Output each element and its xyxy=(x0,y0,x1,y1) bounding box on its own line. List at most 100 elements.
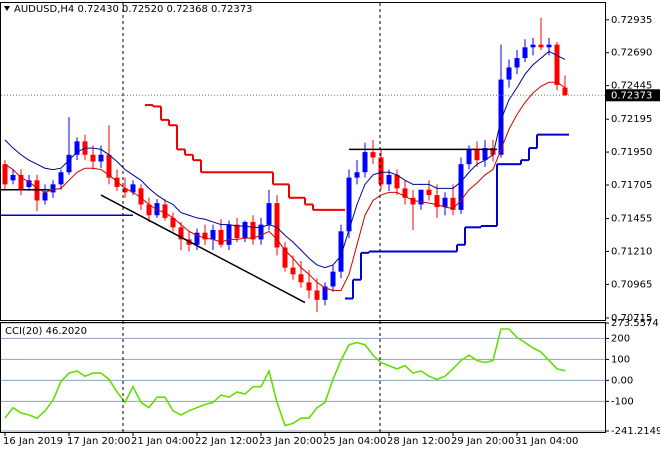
candle-body xyxy=(458,164,464,210)
candle-body xyxy=(18,174,24,190)
candle-body xyxy=(322,286,328,300)
candle-body xyxy=(234,224,240,239)
y-tick-label: 273.5574 xyxy=(611,318,659,329)
cci-panel-frame xyxy=(0,322,606,433)
candle-body xyxy=(426,189,432,196)
y-tick-label: -241.2149 xyxy=(611,426,660,437)
candle-body xyxy=(434,195,440,208)
candle-body xyxy=(202,232,208,240)
candle-body xyxy=(98,154,104,162)
candle-body xyxy=(218,230,224,245)
candle-body xyxy=(394,174,400,189)
price-tag-label: 0.72373 xyxy=(611,90,652,101)
candle-body xyxy=(474,149,480,161)
y-tick-label: 200 xyxy=(611,333,630,344)
x-tick-label: 17 Jan 20:00 xyxy=(67,436,130,447)
chart-title: AUDUSD,H4 0.72430 0.72520 0.72368 0.7237… xyxy=(14,4,252,15)
candle-body xyxy=(538,44,544,48)
candle-body xyxy=(194,232,200,245)
candle-body xyxy=(386,174,392,185)
candle-body xyxy=(266,203,272,225)
x-tick-label: 21 Jan 04:00 xyxy=(131,436,194,447)
candle-body xyxy=(242,221,248,239)
candle-body xyxy=(362,152,368,173)
candle-body xyxy=(514,58,520,68)
candle-body xyxy=(250,221,256,240)
x-tick-label: 22 Jan 12:00 xyxy=(195,436,258,447)
candle-body xyxy=(546,44,552,48)
candle-body xyxy=(554,44,560,85)
candle-body xyxy=(146,204,152,216)
x-tick-label: 31 Jan 04:00 xyxy=(515,436,578,447)
y-tick-label: 0.71455 xyxy=(611,214,652,225)
y-tick-label: 0.71705 xyxy=(611,180,652,191)
candle-body xyxy=(418,189,424,205)
candle-body xyxy=(346,177,352,232)
candle-body xyxy=(490,148,496,155)
y-tick-label: 0.70715 xyxy=(611,313,652,324)
price-panel-frame xyxy=(0,2,606,321)
candle-body xyxy=(306,282,312,291)
indicator-line xyxy=(4,50,566,269)
x-tick-label: 23 Jan 20:00 xyxy=(259,436,322,447)
candle-body xyxy=(482,148,488,161)
y-tick-label: 100 xyxy=(611,354,630,365)
candle-body xyxy=(498,79,504,155)
y-tick-label: 0.00 xyxy=(611,375,633,386)
x-tick-label: 25 Jan 04:00 xyxy=(323,436,386,447)
y-tick-label: 0.71950 xyxy=(611,147,652,158)
candle-body xyxy=(138,188,144,205)
candle-body xyxy=(114,177,120,188)
candle-body xyxy=(90,154,96,162)
y-tick-label: 0.72195 xyxy=(611,114,652,125)
candle-body xyxy=(314,290,320,300)
candle-body xyxy=(162,204,168,218)
indicator-title: CCI(20) 46.2020 xyxy=(5,326,87,337)
y-tick-label: 0.70965 xyxy=(611,279,652,290)
symbol-icon xyxy=(4,6,10,11)
candle-body xyxy=(26,180,32,188)
x-tick-label: 28 Jan 12:00 xyxy=(387,436,450,447)
candle-body xyxy=(210,230,216,240)
y-tick-label: -100 xyxy=(611,396,634,407)
candle-body xyxy=(50,184,56,193)
candle-body xyxy=(42,192,48,201)
candle-body xyxy=(378,157,384,185)
y-tick-label: 0.72445 xyxy=(611,81,652,92)
candle-body xyxy=(226,224,232,245)
y-tick-label: 0.72690 xyxy=(611,48,652,59)
candle-body xyxy=(402,188,408,198)
y-tick-label: 0.72935 xyxy=(611,15,652,26)
candle-body xyxy=(298,274,304,283)
candle-body xyxy=(274,203,280,248)
candle-body xyxy=(282,247,288,268)
candle-body xyxy=(330,271,336,287)
candle-body xyxy=(354,172,360,178)
cci-line xyxy=(4,328,566,427)
price-tag xyxy=(606,89,660,102)
candle-body xyxy=(170,217,176,228)
candle-body xyxy=(258,224,264,240)
indicator-line xyxy=(4,81,566,291)
candle-body xyxy=(530,44,536,48)
y-tick-label: 0.71210 xyxy=(611,246,652,257)
candle-body xyxy=(562,87,568,96)
candle-body xyxy=(466,149,472,165)
candle-body xyxy=(410,197,416,205)
candle-body xyxy=(10,174,16,181)
candle-body xyxy=(338,231,344,272)
candle-body xyxy=(154,203,160,216)
candle-body xyxy=(178,227,184,240)
candle-body xyxy=(66,154,72,173)
trendline xyxy=(100,194,306,304)
candle-body xyxy=(122,188,128,193)
candle-body xyxy=(442,197,448,208)
candle-body xyxy=(290,267,296,275)
candle-body xyxy=(106,154,112,178)
candle-body xyxy=(130,184,136,193)
x-tick-label: 29 Jan 20:00 xyxy=(451,436,514,447)
candle-body xyxy=(58,172,64,185)
candle-body xyxy=(450,197,456,210)
